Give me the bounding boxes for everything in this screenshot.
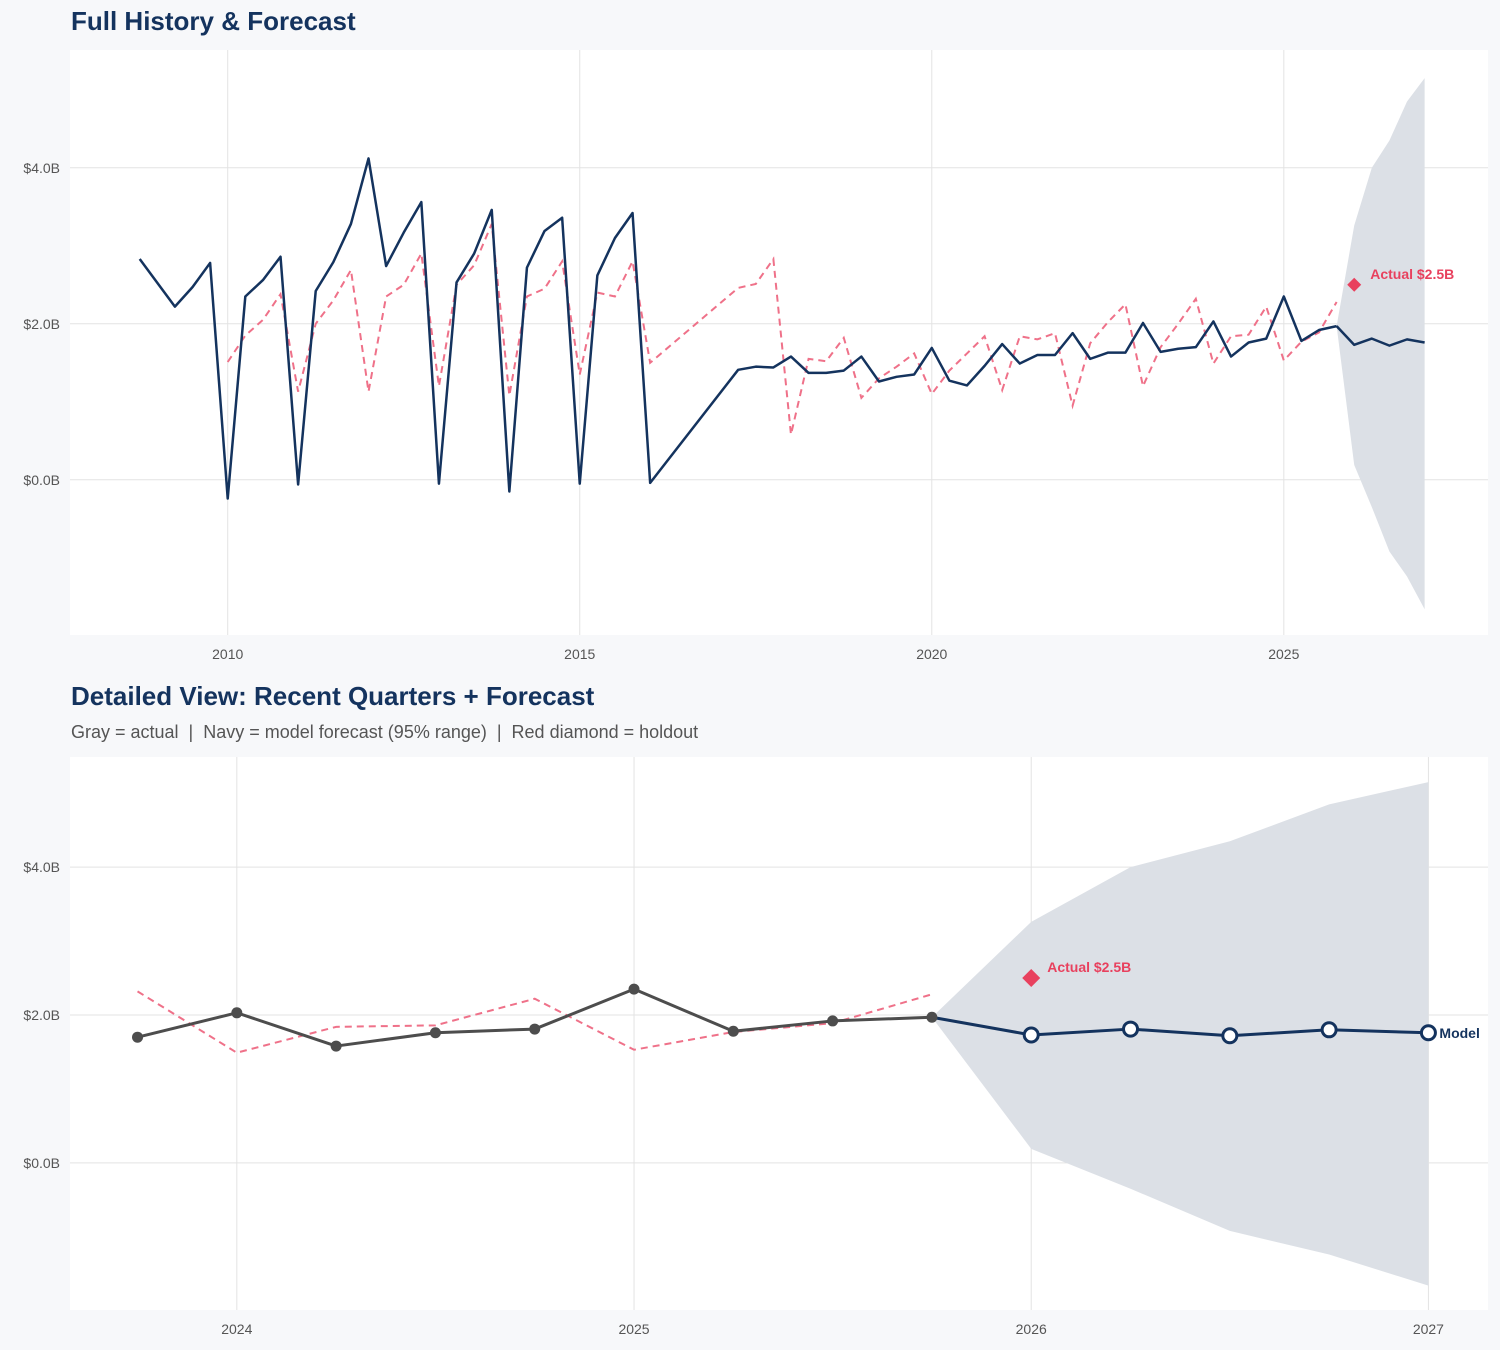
x-tick-label: 2024 — [221, 1321, 252, 1337]
actual-point — [628, 983, 640, 995]
x-tick-label: 2020 — [916, 646, 947, 662]
y-tick-label: $0.0B — [23, 1155, 60, 1171]
x-tick-label: 2025 — [618, 1321, 649, 1337]
x-tick-label: 2025 — [1268, 646, 1299, 662]
full-history-chart: $0.0B $2.0B $4.0B 2010 2015 2020 2025 Actual $2… — [23, 50, 1488, 662]
forecast-confidence-band — [1336, 78, 1425, 610]
forecast-point — [1122, 1020, 1140, 1038]
y-tick-label: $4.0B — [23, 859, 60, 875]
x-tick-label: 2010 — [212, 646, 243, 662]
actual-point — [529, 1023, 541, 1035]
forecast-end-label: Model — [1439, 1025, 1479, 1041]
forecast-point — [1221, 1027, 1239, 1045]
top-chart-title: Full History & Forecast — [71, 6, 356, 36]
forecast-line — [931, 1015, 1429, 1038]
y-tick-label: $0.0B — [23, 472, 60, 488]
dashed-comparison-line — [226, 223, 1338, 435]
actual-point — [231, 1007, 243, 1019]
forecast-point — [1022, 1026, 1040, 1044]
bottom-chart-title: Detailed View: Recent Quarters + Forecas… — [71, 681, 595, 711]
actual-point — [330, 1040, 342, 1052]
bottom-chart-subtitle: Gray = actual | Navy = model forecast (9… — [71, 722, 699, 742]
holdout-annotation: Actual $2.5B — [1370, 266, 1454, 282]
actual-line — [138, 157, 1337, 500]
actual-point — [827, 1015, 839, 1027]
x-tick-label: 2027 — [1413, 1321, 1444, 1337]
holdout-diamond-marker — [1347, 277, 1362, 292]
x-tick-label: 2015 — [564, 646, 595, 662]
y-tick-label: $2.0B — [23, 1007, 60, 1023]
y-tick-label: $4.0B — [23, 160, 60, 176]
holdout-annotation: Actual $2.5B — [1047, 959, 1131, 975]
forecast-point — [1320, 1021, 1338, 1039]
actual-point — [926, 1011, 938, 1023]
forecast-line — [1335, 325, 1425, 347]
holdout-diamond-marker — [1022, 969, 1041, 988]
actual-point — [132, 1031, 144, 1043]
y-tick-label: $2.0B — [23, 316, 60, 332]
actual-point — [727, 1025, 739, 1037]
actual-point — [429, 1027, 441, 1039]
dashed-comparison-line — [136, 990, 933, 1054]
forecast-point — [1419, 1024, 1437, 1042]
x-tick-label: 2026 — [1016, 1321, 1047, 1337]
